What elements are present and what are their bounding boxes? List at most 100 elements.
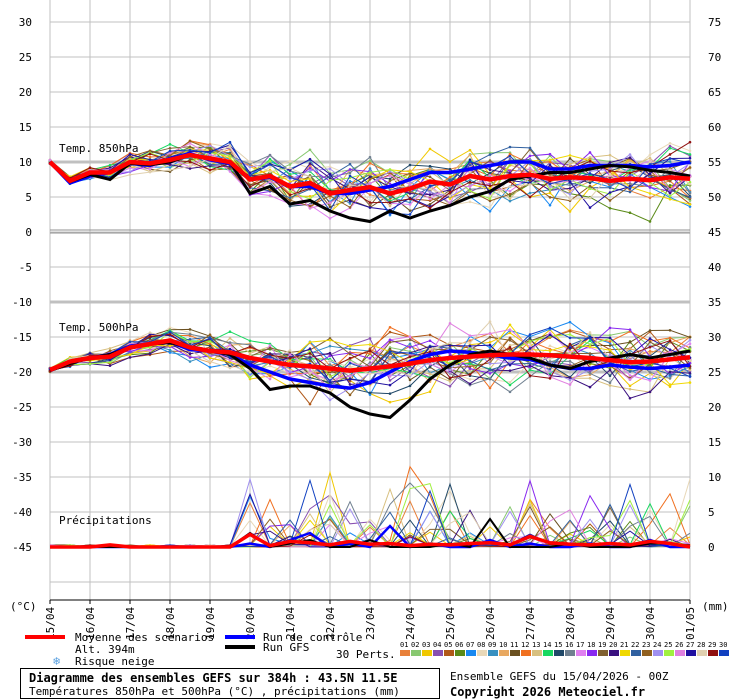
pert-point — [448, 197, 452, 200]
y-tick-label-left: 0 — [25, 226, 32, 239]
y-tick-label-left: -35 — [12, 471, 32, 484]
pert-point — [628, 211, 632, 215]
pert-point — [548, 326, 552, 330]
pert-point — [468, 373, 472, 376]
pert-point — [488, 357, 492, 361]
pert-point — [588, 331, 592, 334]
pert-point — [288, 172, 292, 176]
member-swatch — [400, 650, 410, 656]
pert-point — [288, 180, 292, 183]
pert-point — [308, 368, 312, 372]
pert-point — [668, 328, 672, 332]
pert-point — [268, 364, 272, 368]
y-tick-label-left: -10 — [12, 296, 32, 309]
pert-point — [548, 203, 552, 207]
pert-point — [568, 189, 572, 193]
member-swatch — [433, 650, 443, 656]
pert-point — [668, 160, 672, 163]
pert-point — [548, 191, 552, 195]
pert-point — [108, 358, 112, 362]
pert-point — [568, 157, 572, 160]
pert-point — [388, 383, 392, 387]
pert-point — [508, 154, 512, 158]
pert-point — [468, 377, 472, 381]
pert-point — [168, 326, 172, 329]
pert-point — [228, 167, 232, 170]
pert-point — [168, 330, 172, 334]
label-t850: Temp. 850hPa — [59, 142, 138, 155]
pert-point — [508, 363, 512, 367]
member-id-label: 10 — [499, 641, 507, 649]
pert-point — [568, 180, 572, 184]
pert-point — [408, 192, 412, 195]
member-id-label: 27 — [686, 641, 694, 649]
pert-point — [508, 369, 512, 372]
pert-point — [688, 375, 692, 378]
pert-point — [508, 343, 512, 347]
pert-point — [328, 398, 332, 402]
pert-point — [508, 185, 512, 188]
pert-point — [588, 160, 592, 163]
pert-point — [388, 174, 392, 177]
pert-point — [528, 166, 532, 170]
member-swatch — [554, 650, 564, 656]
pert-point — [668, 194, 672, 198]
pert-point — [368, 167, 372, 170]
pert-point — [188, 337, 192, 341]
pert-point — [208, 342, 212, 346]
pert-point — [288, 193, 292, 197]
pert-point — [128, 155, 132, 159]
pert-point — [648, 192, 652, 195]
pert-point — [488, 168, 492, 172]
pert-point — [628, 347, 632, 351]
pert-point — [488, 346, 492, 349]
member-swatch — [587, 650, 597, 656]
pert-point — [248, 360, 252, 364]
pert-point — [688, 359, 692, 362]
pert-point — [268, 344, 272, 347]
pert-point — [588, 172, 592, 175]
pert-point — [668, 376, 672, 380]
pert-point — [508, 390, 512, 394]
copyright: Copyright 2026 Meteociel.fr — [450, 685, 646, 699]
member-swatch — [631, 650, 641, 656]
pert-point — [288, 176, 292, 179]
pert-point — [468, 200, 472, 204]
pert-point — [528, 183, 532, 186]
pert-point — [508, 359, 512, 363]
pert-point — [308, 207, 312, 210]
pert-point — [368, 347, 372, 351]
pert-point — [548, 160, 552, 164]
x-tick-label: 29/04 — [604, 607, 617, 640]
pert-point — [148, 335, 152, 338]
pert-point — [408, 351, 412, 355]
member-swatch — [642, 650, 652, 656]
member-swatch — [466, 650, 476, 656]
pert-point — [688, 371, 692, 375]
pert-point — [528, 179, 532, 182]
pert-point — [448, 167, 452, 171]
pert-point — [488, 153, 492, 156]
pert-point — [268, 188, 272, 192]
pert-point — [308, 359, 312, 363]
pert-point — [348, 377, 352, 381]
pert-point — [168, 154, 172, 157]
pert-point — [228, 154, 232, 158]
pert-point — [208, 356, 212, 360]
pert-point — [668, 373, 672, 376]
pert-point — [468, 189, 472, 193]
pert-point — [688, 156, 692, 160]
pert-point — [368, 173, 372, 176]
pert-point — [128, 170, 132, 173]
pert-point — [188, 340, 192, 344]
pert-point — [528, 347, 532, 350]
pert-point — [128, 356, 132, 359]
member-id-label: 29 — [708, 641, 716, 649]
pert-point — [628, 341, 632, 344]
pert-point — [288, 356, 292, 360]
member-id-label: 25 — [664, 641, 672, 649]
pert-point — [388, 179, 392, 183]
pert-point — [488, 341, 492, 344]
pert-point — [348, 366, 352, 369]
pert-point — [568, 154, 572, 157]
